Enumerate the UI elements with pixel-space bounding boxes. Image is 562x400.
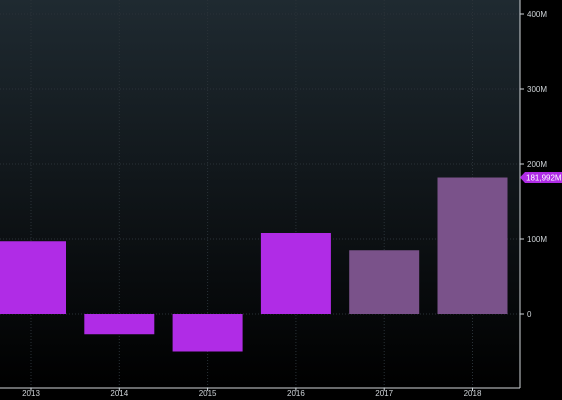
y-tick-label: 200M xyxy=(527,160,547,169)
bar-2017 xyxy=(349,250,420,314)
x-tick-label: 2014 xyxy=(110,389,128,398)
x-tick-label: 2015 xyxy=(199,389,217,398)
bar-2016 xyxy=(260,233,331,314)
bar-2018 xyxy=(437,177,508,314)
last-value-badge-bg xyxy=(520,172,562,184)
last-value-badge: 181,992M xyxy=(520,172,562,184)
bar-2015 xyxy=(172,314,243,352)
x-tick-label: 2017 xyxy=(375,389,393,398)
x-tick-label: 2016 xyxy=(287,389,305,398)
y-tick-label: 400M xyxy=(527,10,547,19)
bar-2013 xyxy=(0,241,66,314)
bars xyxy=(0,177,508,352)
x-tick-label: 2018 xyxy=(464,389,482,398)
x-tick-label: 2013 xyxy=(22,389,40,398)
y-tick-label: 300M xyxy=(527,85,547,94)
bar-2014 xyxy=(84,314,155,335)
last-value-label: 181,992M xyxy=(526,174,562,183)
y-tick-label: 100M xyxy=(527,235,547,244)
y-tick-label: 0 xyxy=(527,310,532,319)
